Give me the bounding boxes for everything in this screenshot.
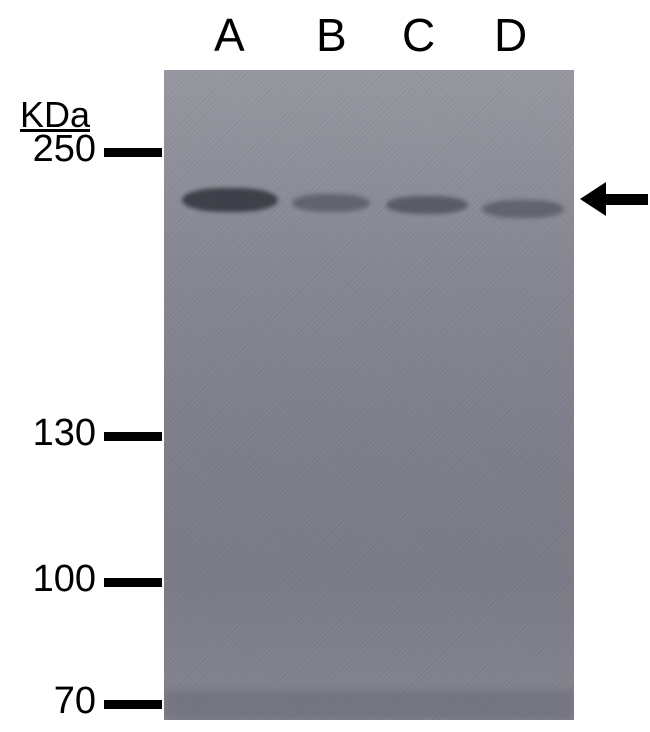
mw-tick-100 bbox=[104, 578, 162, 587]
lane-label-d: D bbox=[494, 8, 527, 62]
mw-label-100: 100 bbox=[33, 558, 96, 601]
arrow-head-icon bbox=[580, 182, 606, 216]
mw-tick-250 bbox=[104, 148, 162, 157]
band-lane-b bbox=[292, 194, 370, 212]
band-lane-c bbox=[386, 196, 468, 214]
band-lane-d bbox=[482, 200, 564, 218]
blot-texture bbox=[164, 70, 574, 720]
western-blot-figure: { "figure": { "type": "western-blot", "w… bbox=[0, 0, 650, 732]
lane-label-a: A bbox=[214, 8, 245, 62]
band-lane-a bbox=[182, 188, 278, 212]
mw-tick-70 bbox=[104, 700, 162, 709]
blot-membrane bbox=[164, 70, 574, 720]
lane-label-b: B bbox=[316, 8, 347, 62]
mw-label-130: 130 bbox=[33, 412, 96, 455]
blot-bottom-shadow bbox=[164, 690, 574, 720]
mw-tick-130 bbox=[104, 432, 162, 441]
band-indicator-arrow bbox=[580, 182, 650, 216]
mw-label-70: 70 bbox=[54, 680, 96, 723]
arrow-shaft bbox=[604, 194, 648, 205]
mw-label-250: 250 bbox=[33, 128, 96, 171]
lane-label-c: C bbox=[402, 8, 435, 62]
